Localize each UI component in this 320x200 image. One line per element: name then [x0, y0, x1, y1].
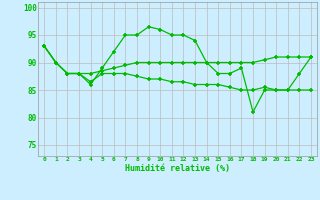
X-axis label: Humidité relative (%): Humidité relative (%)	[125, 164, 230, 173]
